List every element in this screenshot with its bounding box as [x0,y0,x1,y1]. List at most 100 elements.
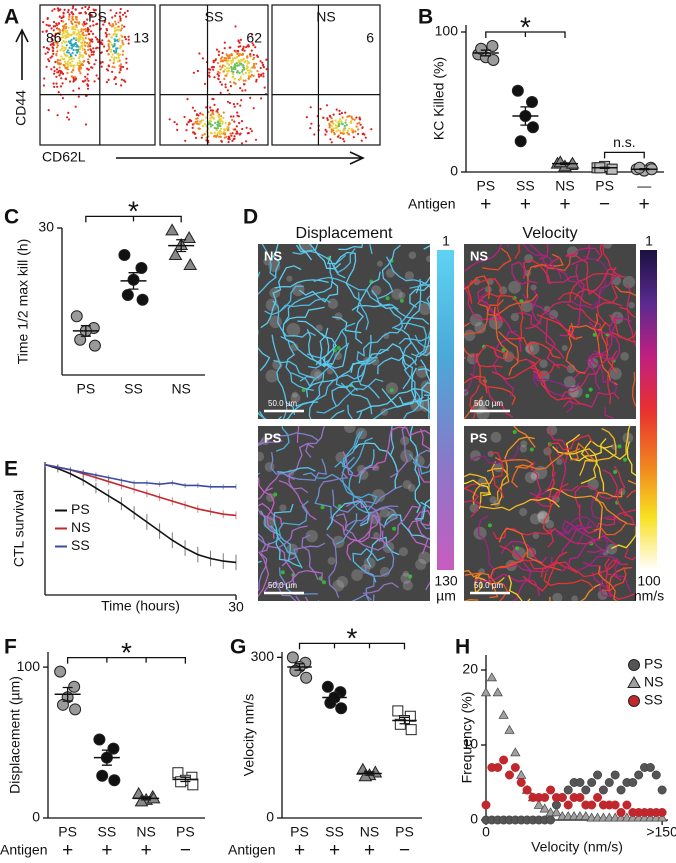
flow-dot [241,127,244,131]
flow-dot [332,129,335,132]
point [575,793,585,802]
significance-bracket [298,642,406,650]
flow-dot [113,66,116,69]
cell [520,440,528,448]
cell [512,429,517,434]
flow-dot [222,111,225,114]
y-axis-label: KC Killed (%) [431,57,447,140]
track [496,436,535,501]
track [275,426,290,452]
track [479,293,538,317]
track [599,426,631,460]
flow-dot [96,38,99,41]
track [414,498,430,520]
error-bar [480,49,491,57]
flow-dot [56,85,59,88]
micrograph: NS 50.0 µm [258,244,430,419]
cell [515,546,520,551]
track [278,479,317,521]
flow-dot [79,11,82,15]
flow-dot [361,132,364,136]
track [343,430,364,465]
flow-dot [72,5,75,8]
track [545,487,603,539]
y-tick-label: 0 [32,809,40,825]
track [489,559,524,601]
point [504,770,514,780]
flow-dot [71,25,74,28]
flow-dot [61,57,64,60]
flow-dot [64,46,67,49]
flow-dot [87,43,90,46]
flow-dot [238,133,241,136]
flow-dot [67,26,70,29]
cell [489,496,497,504]
flow-dot [127,35,130,38]
x-axis-label: Time (hours) [101,598,180,614]
flow-dot [105,33,108,36]
flow-dot [216,109,219,112]
flow-dot [52,20,56,24]
point [593,793,603,802]
flow-dot [211,115,214,118]
legend-label: NS [71,519,90,535]
flow-dot [252,53,255,57]
flow-dot [77,35,80,38]
flow-dot [224,74,227,77]
cell [620,352,629,361]
flow-dot [67,18,70,21]
legend-label: SS [71,537,90,553]
flow-dot [338,109,341,112]
flow-dot [107,53,110,56]
track [593,313,618,386]
flow-dot [233,120,236,123]
track [313,276,399,310]
cell [487,523,492,528]
track [543,572,595,590]
point [300,671,313,684]
flow-dot [56,114,59,117]
flow-dot [80,41,83,44]
flow-dot [211,97,214,101]
track [507,336,561,359]
track [565,322,586,375]
track [338,244,364,251]
track [318,471,349,489]
flow-dot [47,109,50,112]
flow-dot [111,53,114,56]
flow-dot [61,97,64,100]
flow-dot [361,126,364,129]
flow-dot [245,46,248,49]
track [258,440,283,445]
x-tick-label: PS [595,178,614,194]
track [606,559,629,581]
point [526,121,539,134]
flow-dot [234,68,237,71]
flow-dot [336,126,339,129]
flow-dot [70,42,73,45]
flow-dot [93,80,96,83]
track [264,285,304,316]
flow-dot [87,8,90,11]
flow-dot [225,70,228,73]
flow-dot [49,56,52,59]
track [258,432,319,446]
flow-dot [49,43,52,47]
legend-label: NS [644,674,663,690]
track [477,515,496,584]
flow-dot [248,71,251,74]
flow-dot [101,43,104,46]
flow-dot [350,120,353,123]
track [507,244,509,247]
track [341,456,378,511]
cell [418,302,430,316]
point [563,785,573,795]
cell [400,449,414,463]
flow-dot [61,29,64,32]
flow-dot [72,18,75,21]
point [510,763,520,772]
flow-dot [232,70,235,74]
flow-dot [90,30,93,33]
cell [561,345,568,352]
flow-plot [159,4,269,146]
